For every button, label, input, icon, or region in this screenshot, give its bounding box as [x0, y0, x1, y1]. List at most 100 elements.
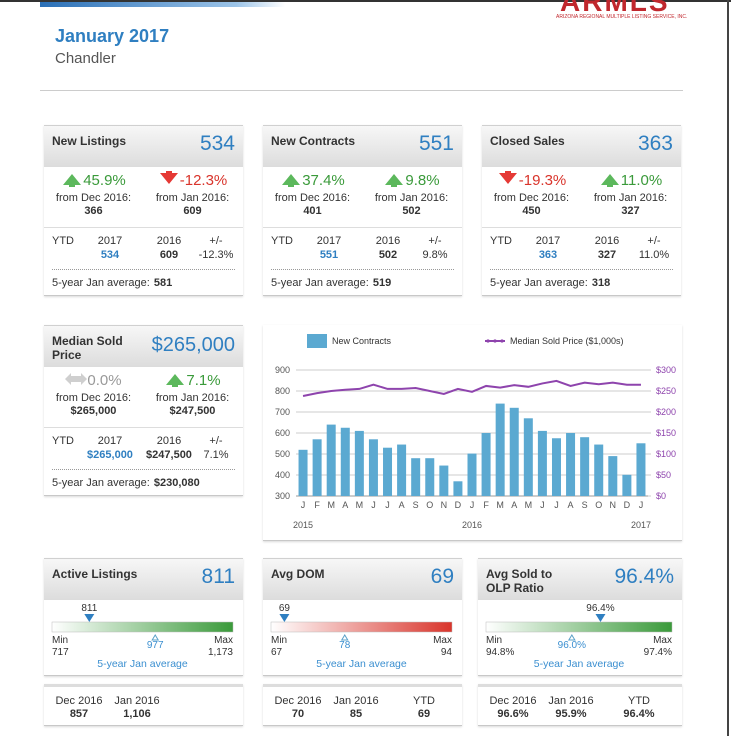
ytd-label: YTD: [490, 235, 512, 247]
x-tick-label: M: [356, 500, 364, 510]
gauge-footer: Dec 2016 70 Jan 2016 85 YTD 69: [263, 684, 462, 726]
ytd-value: 609: [159, 249, 179, 261]
x-tick-label: A: [399, 500, 405, 510]
arrow-shape: [159, 171, 178, 184]
change-from: from Jan 2016:: [155, 192, 230, 204]
trend-arrow: [282, 174, 301, 187]
dotted-rule: [52, 469, 235, 470]
bar: [523, 418, 533, 496]
footer-label: Dec 2016: [489, 695, 537, 707]
change-row: 7.1%: [143, 371, 242, 390]
max-label: Max: [433, 635, 452, 646]
change-from: from Dec 2016:: [274, 192, 351, 204]
ytd-value: 7.1%: [203, 449, 229, 461]
average-marker: [151, 634, 160, 641]
ytd-value: -12.3%: [198, 249, 234, 261]
average-marker: [567, 634, 576, 641]
ytd-column: +/-: [209, 235, 223, 247]
footer-label: YTD: [628, 695, 650, 707]
y-tick-label: 300: [275, 491, 290, 501]
change-from: from Jan 2016:: [155, 392, 230, 404]
legend-dot: [500, 339, 504, 343]
average-label: 5-year Jan average:: [271, 277, 369, 289]
card-value: 534: [199, 132, 235, 155]
change-from: from Jan 2016:: [374, 192, 449, 204]
min-value: 67: [271, 647, 283, 658]
ytd-column: 2017: [97, 235, 123, 247]
gauge-footer: Dec 2016 857 Jan 2016 1,106: [44, 684, 243, 726]
bar: [608, 456, 618, 496]
change-base: 502: [402, 205, 421, 217]
x-tick-label: F: [483, 500, 489, 510]
max-value: 1,173: [208, 647, 233, 658]
stat-card: Median Sold Price $265,000 0.0% from Dec 20…: [44, 325, 243, 496]
average-row: 5-year Jan average: 581: [52, 277, 172, 289]
card-header: [263, 558, 462, 600]
chart: 300 400 500 600 700 800 900 $0 $50 $100 $150 $200 $2…: [275, 334, 676, 530]
change-base: 609: [183, 205, 202, 217]
ytd-column: 2016: [375, 235, 401, 247]
footer-label: Jan 2016: [333, 695, 379, 707]
top-rule: [0, 0, 731, 2]
arrow-shape: [600, 174, 619, 187]
card-value: 96.4%: [614, 565, 674, 588]
trend-arrow: [498, 171, 517, 184]
trend-arrow: [63, 174, 82, 187]
divider: [44, 427, 243, 428]
ytd-value: $265,000: [87, 449, 133, 461]
bar: [636, 443, 646, 496]
ytd-value: 327: [597, 249, 617, 261]
divider: [482, 227, 681, 228]
x-tick-label: N: [610, 500, 617, 510]
gauge-bar: [51, 621, 234, 633]
min-label: Min: [486, 635, 502, 646]
footer-value: 857: [69, 708, 89, 720]
bar: [580, 437, 590, 496]
card-title: Avg Sold to OLP Ratio: [486, 567, 553, 595]
value-marker: [595, 614, 606, 622]
arrow-shape: [498, 171, 517, 184]
logo: ARMLS: [560, 0, 670, 17]
gauge-card: Avg Sold to OLP Ratio 96.4% 96.4% 96.0% Min 9…: [478, 558, 682, 676]
change-base: 450: [522, 205, 541, 217]
max-label: Max: [653, 635, 672, 646]
dotted-rule: [271, 269, 454, 270]
dotted-rule: [490, 269, 673, 270]
x-tick-label: J: [385, 500, 390, 510]
change-from: from Dec 2016:: [55, 392, 132, 404]
card-header: [478, 558, 682, 600]
y2-tick-label: $250: [656, 386, 676, 396]
bar: [326, 424, 336, 496]
footer-value: 85: [349, 708, 363, 720]
card-title: New Listings: [52, 134, 127, 148]
change-base: $265,000: [70, 405, 117, 417]
card-value: 811: [201, 565, 235, 588]
average-value: 78: [339, 640, 351, 651]
stat-card: Closed Sales 363 -19.3% from Dec 2016: 450 11…: [482, 125, 681, 296]
arrow-shape: [63, 174, 82, 187]
average-row: 5-year Jan average: 318: [490, 277, 610, 289]
x-tick-label: O: [595, 500, 602, 510]
average-label: 5-year Jan average:: [490, 277, 588, 289]
average-value: 977: [147, 640, 164, 651]
average-value: 318: [591, 277, 611, 289]
x-tick-label: S: [582, 500, 588, 510]
card-title: Closed Sales: [490, 134, 565, 148]
y-tick-label: 400: [275, 470, 290, 480]
ytd-column: 2017: [316, 235, 342, 247]
x-tick-label: N: [441, 500, 448, 510]
max-label: Max: [214, 635, 233, 646]
change-row: 9.8%: [362, 171, 461, 190]
max-value: 97.4%: [644, 647, 672, 658]
change-row: 45.9%: [44, 171, 143, 190]
gauge-card: Avg DOM 69 69 78 Min 67 Max 94 5-year Jan averag…: [263, 558, 462, 676]
x-tick-label: J: [371, 500, 376, 510]
ytd-label: YTD: [52, 435, 74, 447]
average-label: 5-year Jan average:: [52, 477, 150, 489]
change-value: 7.1%: [186, 372, 221, 389]
y-tick-label: 500: [275, 449, 290, 459]
card-header: [44, 558, 243, 600]
ytd-column: +/-: [428, 235, 442, 247]
legend-dot: [486, 339, 490, 343]
x-tick-label: D: [455, 500, 462, 510]
